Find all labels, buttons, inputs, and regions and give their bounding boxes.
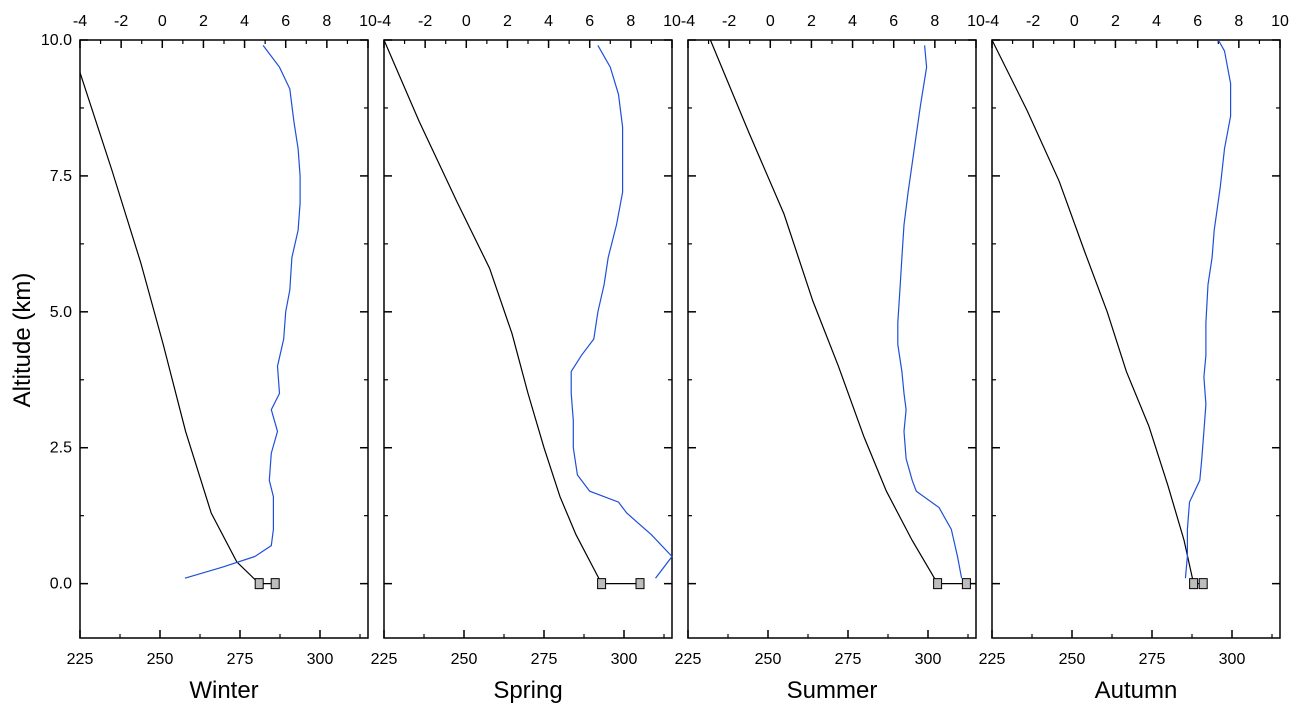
x-top-tick-label: 10 xyxy=(663,13,681,30)
y-tick-label: 10.0 xyxy=(41,32,72,49)
x-top-tick-label: 8 xyxy=(1234,13,1243,30)
panel-frame-summer xyxy=(687,39,977,639)
series-line-spring-0 xyxy=(383,39,603,584)
x-top-tick-label: -4 xyxy=(73,13,87,30)
x-top-tick-label: -2 xyxy=(722,13,736,30)
x-top-tick-label: 8 xyxy=(930,13,939,30)
surface-marker xyxy=(1198,578,1208,590)
y-axis-title: Altitude (km) xyxy=(9,273,36,408)
x-top-tick-label: 4 xyxy=(240,13,249,30)
surface-marker xyxy=(961,578,971,590)
x-top-tick-label: 6 xyxy=(889,13,898,30)
x-bottom-tick-label: 275 xyxy=(531,651,558,668)
x-bottom-tick-label: 225 xyxy=(675,651,702,668)
x-bottom-tick-label: 225 xyxy=(67,651,94,668)
x-top-tick-label: 8 xyxy=(626,13,635,30)
series-line-spring-1 xyxy=(570,45,673,579)
x-top-tick-label: -4 xyxy=(681,13,695,30)
y-tick-label: 7.5 xyxy=(50,168,72,185)
x-top-tick-label: 6 xyxy=(1193,13,1202,30)
x-bottom-tick-label: 275 xyxy=(835,651,862,668)
x-top-tick-label: -4 xyxy=(377,13,391,30)
x-top-tick-label: 6 xyxy=(585,13,594,30)
x-bottom-tick-label: 275 xyxy=(227,651,254,668)
series-line-winter-0 xyxy=(79,72,260,585)
x-bottom-tick-label: 275 xyxy=(1139,651,1166,668)
y-tick-label: 2.5 xyxy=(50,440,72,457)
series-line-autumn-0 xyxy=(991,39,1195,584)
x-top-tick-label: 0 xyxy=(158,13,167,30)
x-top-tick-label: 10 xyxy=(1271,13,1289,30)
panel-label-summer: Summer xyxy=(787,677,878,704)
x-bottom-tick-label: 250 xyxy=(1059,651,1086,668)
series-line-summer-0 xyxy=(709,39,939,584)
y-tick-label: 5.0 xyxy=(50,304,72,321)
surface-marker xyxy=(254,578,264,590)
x-bottom-tick-label: 300 xyxy=(611,651,638,668)
series-line-autumn-1 xyxy=(1184,39,1232,579)
x-top-tick-label: 2 xyxy=(1111,13,1120,30)
surface-marker xyxy=(270,578,280,590)
x-top-tick-label: 10 xyxy=(359,13,377,30)
surface-marker xyxy=(597,578,607,590)
x-top-tick-label: 0 xyxy=(1070,13,1079,30)
x-top-tick-label: -2 xyxy=(418,13,432,30)
x-bottom-tick-label: 300 xyxy=(307,651,334,668)
panel-label-spring: Spring xyxy=(493,677,562,704)
series-line-summer-1 xyxy=(897,45,963,579)
x-top-tick-label: -2 xyxy=(1026,13,1040,30)
x-bottom-tick-label: 300 xyxy=(915,651,942,668)
x-bottom-tick-label: 300 xyxy=(1219,651,1246,668)
x-top-tick-label: -2 xyxy=(114,13,128,30)
surface-marker xyxy=(1189,578,1199,590)
panel-frame-winter xyxy=(79,39,369,639)
x-top-tick-label: 6 xyxy=(281,13,290,30)
x-top-tick-label: 10 xyxy=(967,13,985,30)
x-top-tick-label: 2 xyxy=(503,13,512,30)
x-bottom-tick-label: 225 xyxy=(979,651,1006,668)
x-bottom-tick-label: 250 xyxy=(147,651,174,668)
panel-frame-spring xyxy=(383,39,673,639)
series-line-winter-1 xyxy=(184,45,301,579)
x-top-tick-label: 2 xyxy=(199,13,208,30)
x-top-tick-label: 0 xyxy=(766,13,775,30)
x-bottom-tick-label: 250 xyxy=(451,651,478,668)
x-top-tick-label: 4 xyxy=(848,13,857,30)
surface-marker xyxy=(933,578,943,590)
panel-label-autumn: Autumn xyxy=(1095,677,1178,704)
x-top-tick-label: 4 xyxy=(544,13,553,30)
panel-label-winter: Winter xyxy=(189,677,258,704)
x-bottom-tick-label: 225 xyxy=(371,651,398,668)
x-top-tick-label: -4 xyxy=(985,13,999,30)
x-top-tick-label: 2 xyxy=(807,13,816,30)
surface-marker xyxy=(635,578,645,590)
x-top-tick-label: 4 xyxy=(1152,13,1161,30)
x-top-tick-label: 8 xyxy=(322,13,331,30)
x-bottom-tick-label: 250 xyxy=(755,651,782,668)
x-top-tick-label: 0 xyxy=(462,13,471,30)
y-tick-label: 0.0 xyxy=(50,576,72,593)
